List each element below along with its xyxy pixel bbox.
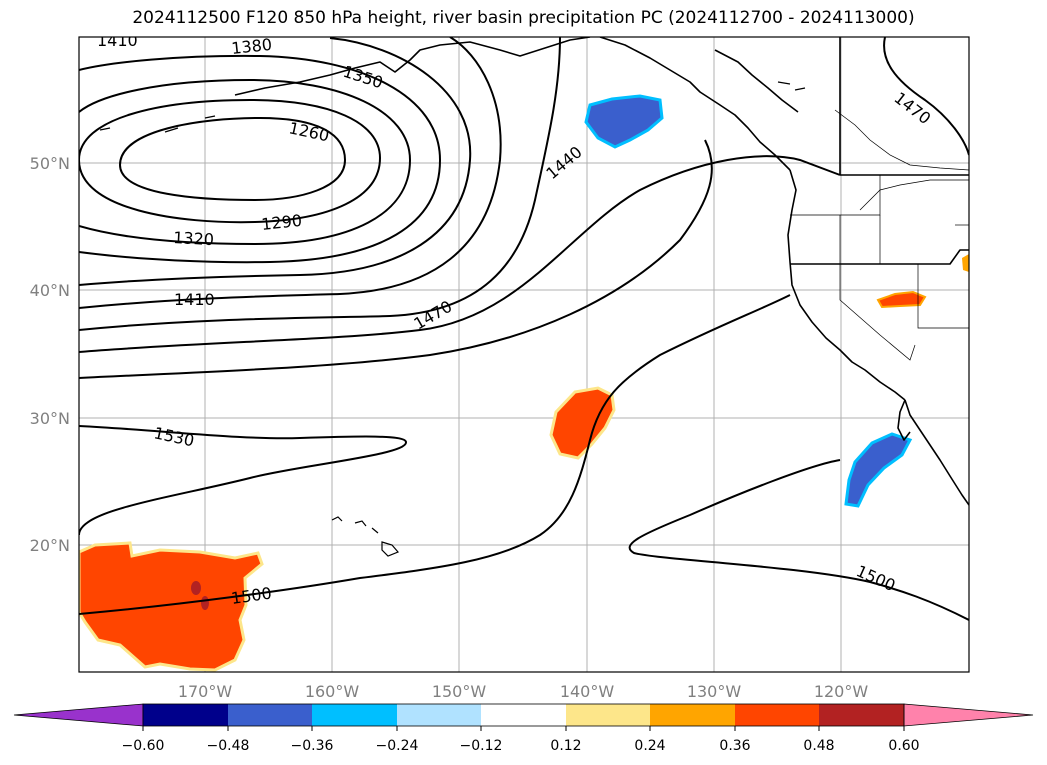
lat-label: 50°N [30, 154, 70, 173]
colorbar-segment [735, 704, 819, 726]
latitude-labels: 50°N 40°N 30°N 20°N [30, 154, 70, 555]
colorbar-tick-label: 0.24 [634, 738, 665, 754]
colorbar-tick-label: 0.60 [888, 738, 919, 754]
colorbar-segment [650, 704, 735, 726]
islands [99, 81, 806, 557]
contour-label: 1320 [173, 228, 215, 249]
colorbar-tick-label: 0.48 [803, 738, 834, 754]
lon-label: 150°W [432, 682, 487, 701]
colorbar-segment [143, 704, 228, 726]
negative-anomaly-region [844, 432, 913, 508]
lon-label: 140°W [560, 682, 615, 701]
height-contours [79, 37, 969, 621]
coastlines [234, 37, 969, 506]
map-frame [78, 36, 970, 673]
colorbar-tick-label: −0.48 [207, 738, 250, 754]
colorbar-segment [228, 704, 312, 726]
colorbar-segment [312, 704, 397, 726]
strong-positive-anomaly [201, 596, 209, 610]
positive-anomaly-region [79, 541, 264, 672]
contour-label: 1410 [174, 290, 215, 309]
colorbar-segment [819, 704, 904, 726]
colorbar-segment [566, 704, 650, 726]
positive-anomaly-region [876, 290, 927, 309]
colorbar-segment [397, 704, 481, 726]
colorbar-tick-label: −0.60 [122, 738, 165, 754]
precip-shading [79, 94, 969, 672]
colorbar-tick-label: −0.12 [460, 738, 503, 754]
colorbar-tick-label: −0.36 [291, 738, 334, 754]
colorbar-extend-high [903, 703, 1034, 727]
lon-label: 120°W [814, 682, 869, 701]
contour-label: 1290 [260, 211, 302, 234]
state-borders [790, 109, 969, 361]
colorbar-tick-label: −0.24 [376, 738, 419, 754]
lat-label: 20°N [30, 536, 70, 555]
lon-label: 170°W [178, 682, 233, 701]
map-title: 2024112500 F120 850 hPa height, river ba… [132, 8, 915, 28]
positive-anomaly-region [549, 386, 616, 460]
colorbar-extend-low [13, 703, 144, 727]
colorbar-segment [481, 704, 566, 726]
contour-label: 1380 [230, 35, 272, 58]
strong-positive-anomaly [191, 581, 201, 595]
colorbar: −0.60 −0.48 −0.36 −0.24 −0.12 0.12 0.24 … [13, 703, 1034, 754]
colorbar-tick-label: 0.36 [719, 738, 750, 754]
lon-label: 160°W [305, 682, 360, 701]
lat-label: 30°N [30, 409, 70, 428]
negative-anomaly-region [584, 94, 664, 149]
lat-label: 40°N [30, 281, 70, 300]
longitude-labels: 170°W 160°W 150°W 140°W 130°W 120°W [178, 682, 869, 701]
colorbar-tick-label: 0.12 [550, 738, 581, 754]
lon-label: 130°W [687, 682, 742, 701]
contour-label: 1410 [97, 31, 138, 50]
positive-anomaly-region [962, 254, 969, 272]
